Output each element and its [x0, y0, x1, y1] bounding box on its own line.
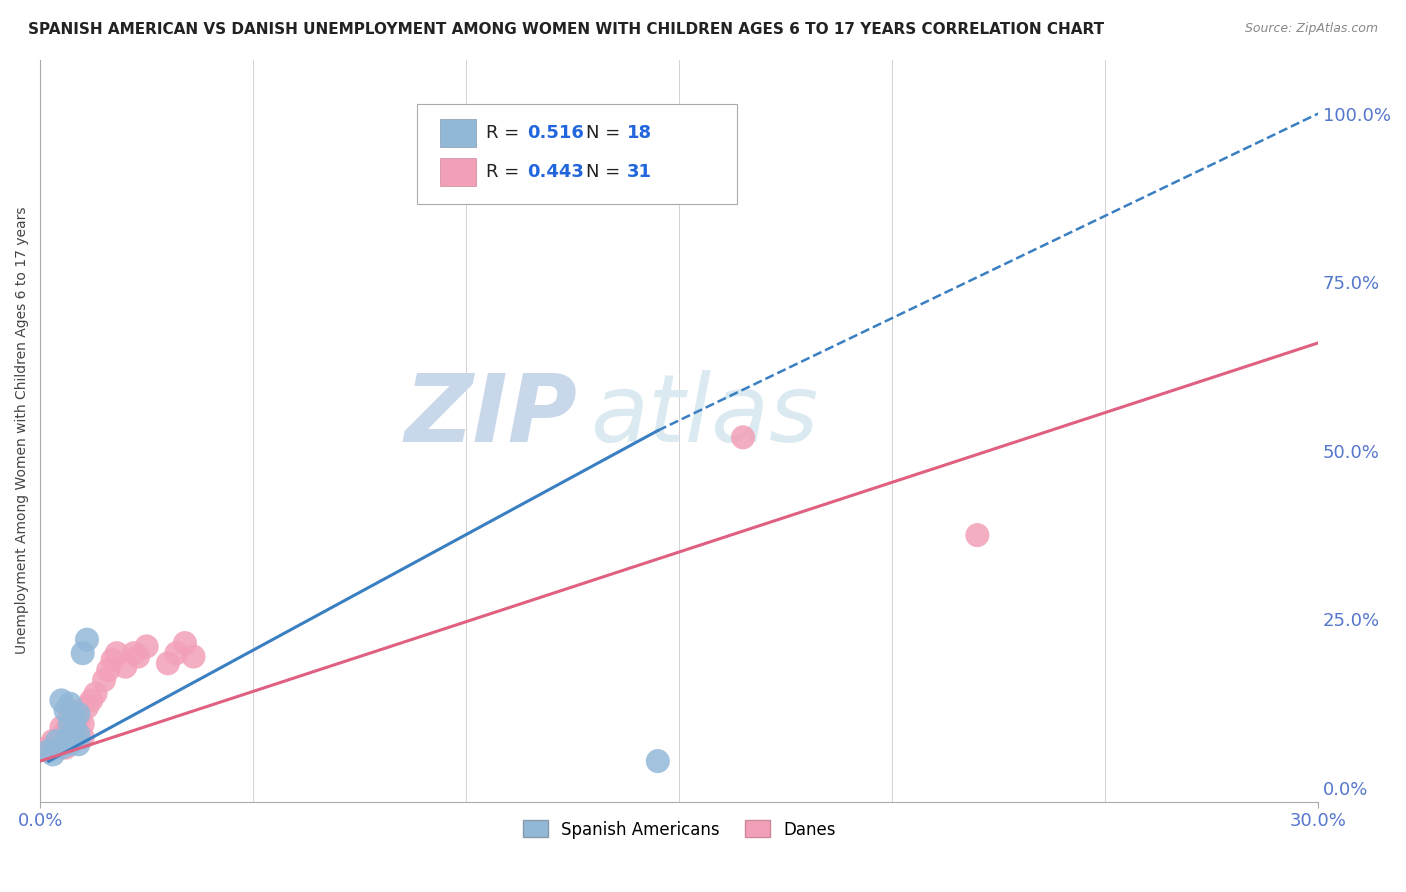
Text: 31: 31	[627, 162, 652, 181]
Point	[114, 659, 136, 673]
Point	[127, 649, 149, 664]
Point	[105, 646, 128, 660]
Point	[55, 704, 77, 718]
Point	[42, 734, 65, 748]
Point	[135, 640, 157, 654]
Point	[63, 710, 86, 724]
FancyBboxPatch shape	[418, 104, 737, 204]
Point	[165, 646, 187, 660]
FancyBboxPatch shape	[440, 119, 475, 147]
Text: ZIP: ZIP	[404, 370, 576, 462]
Point	[46, 737, 69, 751]
Text: 0.443: 0.443	[527, 162, 583, 181]
Point	[46, 734, 69, 748]
Text: SPANISH AMERICAN VS DANISH UNEMPLOYMENT AMONG WOMEN WITH CHILDREN AGES 6 TO 17 Y: SPANISH AMERICAN VS DANISH UNEMPLOYMENT …	[28, 22, 1104, 37]
Point	[38, 740, 60, 755]
Point	[183, 649, 205, 664]
Point	[51, 731, 73, 745]
Point	[67, 727, 90, 741]
Point	[72, 731, 94, 745]
Point	[156, 657, 179, 671]
Point	[51, 740, 73, 755]
Text: R =: R =	[486, 162, 526, 181]
Point	[101, 653, 124, 667]
Point	[72, 717, 94, 731]
Point	[80, 693, 103, 707]
Point	[59, 697, 82, 711]
Point	[966, 528, 988, 542]
Text: atlas: atlas	[589, 370, 818, 461]
Point	[42, 747, 65, 762]
Point	[731, 430, 754, 444]
Point	[67, 737, 90, 751]
Point	[51, 693, 73, 707]
Point	[72, 646, 94, 660]
Point	[93, 673, 115, 688]
Point	[38, 744, 60, 758]
Point	[63, 710, 86, 724]
Text: N =: N =	[586, 124, 626, 142]
Point	[55, 740, 77, 755]
Text: N =: N =	[586, 162, 626, 181]
Text: 18: 18	[627, 124, 652, 142]
Point	[55, 723, 77, 738]
Point	[63, 720, 86, 734]
Point	[122, 646, 145, 660]
Point	[174, 636, 197, 650]
Point	[67, 714, 90, 728]
Point	[51, 720, 73, 734]
Point	[55, 734, 77, 748]
Point	[76, 632, 98, 647]
Point	[59, 714, 82, 728]
Point	[59, 737, 82, 751]
Point	[76, 700, 98, 714]
Point	[97, 663, 120, 677]
Text: Source: ZipAtlas.com: Source: ZipAtlas.com	[1244, 22, 1378, 36]
Text: 0.516: 0.516	[527, 124, 583, 142]
Point	[63, 720, 86, 734]
Legend: Spanish Americans, Danes: Spanish Americans, Danes	[516, 814, 842, 846]
Point	[67, 706, 90, 721]
FancyBboxPatch shape	[440, 158, 475, 186]
Point	[59, 704, 82, 718]
Point	[59, 717, 82, 731]
Text: R =: R =	[486, 124, 526, 142]
Point	[647, 754, 669, 768]
Y-axis label: Unemployment Among Women with Children Ages 6 to 17 years: Unemployment Among Women with Children A…	[15, 207, 30, 655]
Point	[84, 687, 107, 701]
